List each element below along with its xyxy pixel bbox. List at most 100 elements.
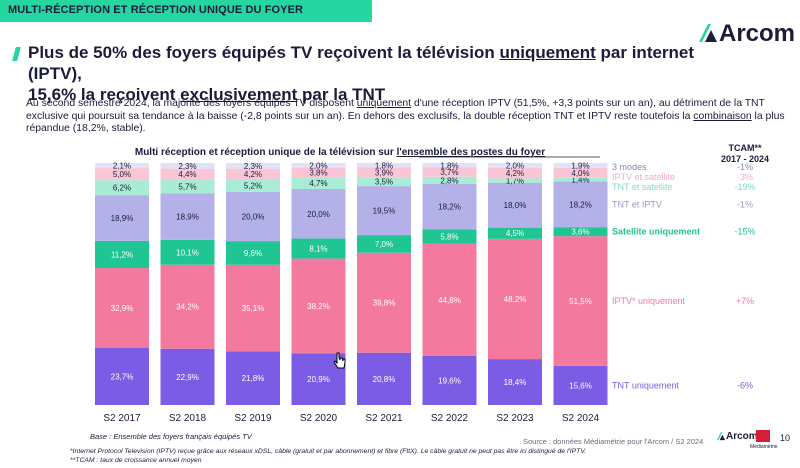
data-label: 4,4% bbox=[178, 170, 196, 179]
legend-label: IPTV et satellite bbox=[612, 172, 675, 182]
data-label: 5,2% bbox=[244, 181, 262, 190]
data-label: 1,9% bbox=[571, 161, 589, 170]
x-tick-label: S2 2018 bbox=[169, 413, 207, 424]
bar-segment bbox=[488, 163, 542, 168]
bar-segment bbox=[357, 235, 411, 253]
data-label: 20,9% bbox=[307, 375, 330, 384]
legend-label: Satellite uniquement bbox=[612, 227, 700, 237]
intro-text: d'une réception IPTV (51,5%, +3,3 points… bbox=[26, 98, 765, 122]
bar-segment bbox=[357, 163, 411, 168]
data-label: 4,2% bbox=[506, 169, 524, 178]
data-label: 5,7% bbox=[178, 182, 196, 191]
data-label: 3,9% bbox=[375, 168, 393, 177]
data-label: 4,5% bbox=[506, 229, 524, 238]
data-label: 10,1% bbox=[176, 248, 199, 257]
bar-segment bbox=[553, 181, 608, 228]
footer-arcom-icon bbox=[716, 431, 726, 441]
data-label: 1,7% bbox=[506, 177, 524, 186]
x-tick-label: S2 2020 bbox=[300, 413, 338, 424]
bar-segment bbox=[95, 168, 149, 181]
bar-segment bbox=[488, 238, 542, 360]
footnote-iptv: *Internet Protocol Television (IPTV) reç… bbox=[70, 448, 587, 455]
bar-segment bbox=[95, 180, 149, 196]
bar-segment bbox=[488, 167, 542, 179]
arcom-logo-icon bbox=[699, 24, 717, 42]
arcom-logo-text: Arcom bbox=[719, 20, 796, 47]
bar-segment bbox=[226, 163, 280, 169]
bar-segment bbox=[553, 365, 608, 405]
x-tick-label: S2 2022 bbox=[431, 413, 469, 424]
footnote-tcam: **TCAM : taux de croissance annuel moyen bbox=[70, 457, 202, 464]
bar-segment bbox=[291, 189, 346, 239]
data-label: 44,8% bbox=[438, 296, 461, 305]
data-label: 2,0% bbox=[309, 161, 327, 170]
data-label: 34,2% bbox=[176, 303, 199, 312]
bar-segment bbox=[422, 167, 477, 177]
title-text: par internet (IPTV), bbox=[28, 43, 695, 83]
x-tick-label: S2 2019 bbox=[234, 413, 272, 424]
bar-segment bbox=[357, 167, 411, 178]
bar-segment bbox=[422, 176, 477, 184]
data-label: 21,8% bbox=[242, 374, 265, 383]
bar-segment bbox=[488, 359, 542, 405]
tcam-value: -1% bbox=[737, 162, 753, 172]
data-label: 1,8% bbox=[375, 161, 393, 170]
tcam-value: +7% bbox=[736, 296, 754, 306]
tcam-value: -3% bbox=[737, 172, 753, 182]
bar-segment bbox=[291, 238, 346, 259]
tcam-header: TCAM** 2017 - 2024 bbox=[705, 143, 785, 165]
data-label: 48,2% bbox=[504, 295, 527, 304]
data-label: 4,0% bbox=[571, 169, 589, 178]
bar-segment bbox=[553, 163, 608, 168]
legend-label: TNT et IPTV bbox=[612, 199, 662, 209]
data-label: 18,9% bbox=[111, 214, 134, 223]
bar-segment bbox=[422, 163, 477, 168]
data-label: 11,2% bbox=[111, 250, 133, 259]
data-label: 15,6% bbox=[569, 381, 592, 390]
tcam-value: -6% bbox=[737, 380, 753, 390]
bar-segment bbox=[553, 236, 608, 366]
tcam-header-line2: 2017 - 2024 bbox=[720, 154, 770, 164]
data-label: 1,4% bbox=[571, 176, 589, 185]
x-tick-label: S2 2021 bbox=[365, 413, 403, 424]
bar-segment bbox=[95, 347, 149, 405]
bar-segment bbox=[226, 351, 280, 405]
data-label: 5,8% bbox=[440, 233, 458, 242]
bar-segment bbox=[291, 163, 346, 168]
data-label: 22,9% bbox=[176, 373, 199, 382]
bar-segment bbox=[553, 177, 608, 182]
data-label: 20,0% bbox=[307, 210, 330, 219]
data-label: 18,2% bbox=[438, 203, 461, 212]
bar-segment bbox=[488, 182, 542, 228]
data-label: 39,8% bbox=[373, 299, 396, 308]
data-label: 5,0% bbox=[113, 170, 131, 179]
data-label: 1,8% bbox=[440, 161, 458, 170]
data-label: 3,5% bbox=[375, 178, 393, 187]
data-label: 23,7% bbox=[111, 372, 134, 381]
intro-paragraph: Au second semestre 2024, la majorité des… bbox=[26, 98, 786, 136]
data-label: 51,5% bbox=[569, 297, 592, 306]
data-label: 3,7% bbox=[440, 168, 458, 177]
data-label: 7,0% bbox=[375, 240, 393, 249]
bar-segment bbox=[291, 167, 346, 178]
bar-segment bbox=[357, 177, 411, 187]
bar-segment bbox=[95, 163, 149, 169]
data-label: 38,2% bbox=[307, 302, 330, 311]
bar-segment bbox=[291, 177, 346, 190]
bar-segment bbox=[226, 264, 280, 352]
data-label: 18,9% bbox=[176, 213, 199, 222]
chart-title: Multi réception et réception unique de l… bbox=[135, 147, 545, 158]
data-label: 2,3% bbox=[178, 162, 196, 171]
bar-segment bbox=[160, 168, 215, 180]
bar-segment bbox=[160, 348, 215, 405]
legend-label: TNT uniquement bbox=[612, 380, 679, 390]
data-label: 20,8% bbox=[373, 375, 396, 384]
page-title: Plus de 50% des foyers équipés TV reçoiv… bbox=[28, 42, 728, 105]
title-text: 15,6% la reçoivent bbox=[28, 85, 181, 104]
bar-segment bbox=[422, 243, 477, 356]
bar-segment bbox=[553, 227, 608, 237]
bar-segment bbox=[160, 264, 215, 349]
bar-segment bbox=[422, 229, 477, 244]
section-label: MULTI-RÉCEPTION ET RÉCEPTION UNIQUE DU F… bbox=[8, 4, 304, 16]
bar-segment bbox=[160, 179, 215, 194]
